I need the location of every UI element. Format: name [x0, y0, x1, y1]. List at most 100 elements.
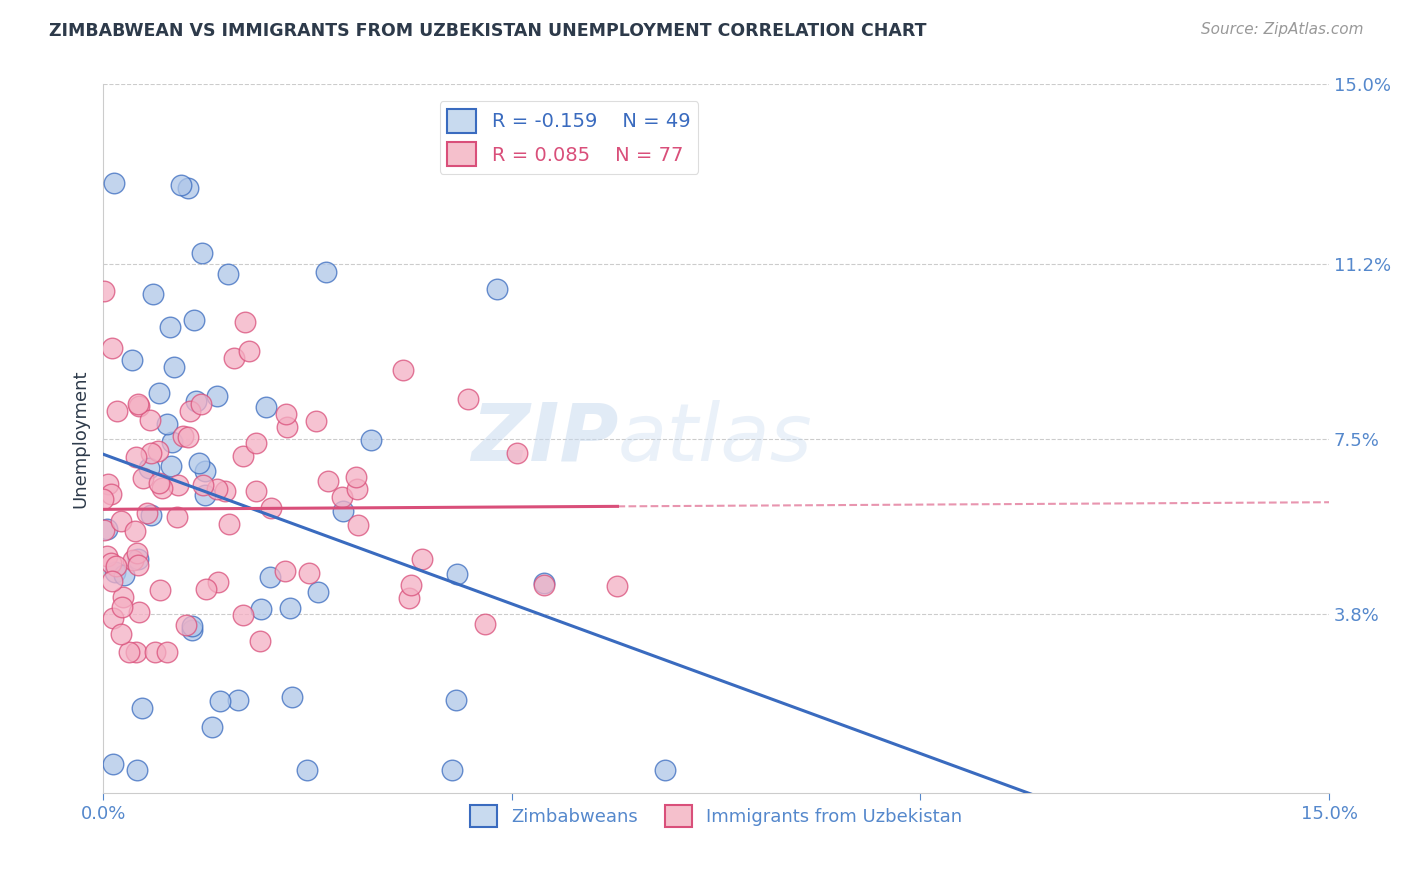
Point	[110, 514, 132, 528]
Point	[103, 176, 125, 190]
Point	[217, 267, 239, 281]
Point	[232, 449, 254, 463]
Point	[297, 566, 319, 581]
Point	[91, 492, 114, 507]
Point	[170, 178, 193, 192]
Point	[278, 601, 301, 615]
Point	[315, 264, 337, 278]
Point	[96, 522, 118, 536]
Point	[273, 565, 295, 579]
Point	[533, 578, 555, 592]
Point	[100, 487, 122, 501]
Point	[128, 399, 150, 413]
Point	[457, 392, 479, 406]
Point	[177, 430, 200, 444]
Point	[332, 504, 354, 518]
Point	[249, 601, 271, 615]
Point	[191, 245, 214, 260]
Point	[254, 401, 277, 415]
Point	[207, 575, 229, 590]
Point	[276, 407, 298, 421]
Point	[138, 461, 160, 475]
Point	[606, 579, 628, 593]
Point	[316, 474, 339, 488]
Text: ZIMBABWEAN VS IMMIGRANTS FROM UZBEKISTAN UNEMPLOYMENT CORRELATION CHART: ZIMBABWEAN VS IMMIGRANTS FROM UZBEKISTAN…	[49, 22, 927, 40]
Point	[111, 599, 134, 614]
Point	[131, 701, 153, 715]
Point	[344, 470, 367, 484]
Point	[232, 607, 254, 622]
Point	[249, 634, 271, 648]
Point	[180, 619, 202, 633]
Point	[118, 644, 141, 658]
Point	[398, 591, 420, 605]
Point	[184, 394, 207, 409]
Point	[127, 546, 149, 560]
Point	[506, 446, 529, 460]
Point	[233, 315, 256, 329]
Point	[128, 605, 150, 619]
Point	[127, 551, 149, 566]
Point	[399, 578, 422, 592]
Point	[96, 549, 118, 563]
Point	[205, 389, 228, 403]
Text: atlas: atlas	[619, 400, 813, 478]
Point	[485, 282, 508, 296]
Point	[127, 558, 149, 573]
Point	[146, 444, 169, 458]
Point	[238, 344, 260, 359]
Point	[160, 434, 183, 449]
Point	[346, 482, 368, 496]
Point	[177, 180, 200, 194]
Point	[101, 574, 124, 588]
Point	[533, 575, 555, 590]
Point	[226, 693, 249, 707]
Point	[166, 510, 188, 524]
Point	[276, 420, 298, 434]
Point	[245, 436, 267, 450]
Point	[360, 433, 382, 447]
Point	[101, 756, 124, 771]
Point	[132, 471, 155, 485]
Text: ZIP: ZIP	[471, 400, 619, 478]
Text: Source: ZipAtlas.com: Source: ZipAtlas.com	[1201, 22, 1364, 37]
Point	[259, 570, 281, 584]
Point	[474, 617, 496, 632]
Point	[209, 694, 232, 708]
Point	[110, 627, 132, 641]
Point	[163, 359, 186, 374]
Point	[224, 351, 246, 365]
Y-axis label: Unemployment: Unemployment	[72, 369, 89, 508]
Point	[160, 459, 183, 474]
Legend: Zimbabweans, Immigrants from Uzbekistan: Zimbabweans, Immigrants from Uzbekistan	[463, 797, 970, 834]
Point	[444, 692, 467, 706]
Point	[183, 313, 205, 327]
Point	[139, 412, 162, 426]
Point	[201, 720, 224, 734]
Point	[179, 403, 201, 417]
Point	[112, 591, 135, 605]
Point	[105, 404, 128, 418]
Point	[124, 524, 146, 539]
Point	[139, 508, 162, 523]
Point	[150, 481, 173, 495]
Point	[101, 610, 124, 624]
Point	[148, 475, 170, 490]
Point	[167, 478, 190, 492]
Point	[308, 584, 330, 599]
Point	[127, 397, 149, 411]
Point	[104, 565, 127, 579]
Point	[148, 386, 170, 401]
Point	[446, 567, 468, 582]
Point	[142, 286, 165, 301]
Point	[187, 457, 209, 471]
Point	[125, 763, 148, 777]
Point	[100, 557, 122, 571]
Point	[93, 284, 115, 298]
Point	[411, 552, 433, 566]
Point	[330, 490, 353, 504]
Point	[391, 363, 413, 377]
Point	[195, 582, 218, 597]
Point	[112, 568, 135, 582]
Point	[305, 413, 328, 427]
